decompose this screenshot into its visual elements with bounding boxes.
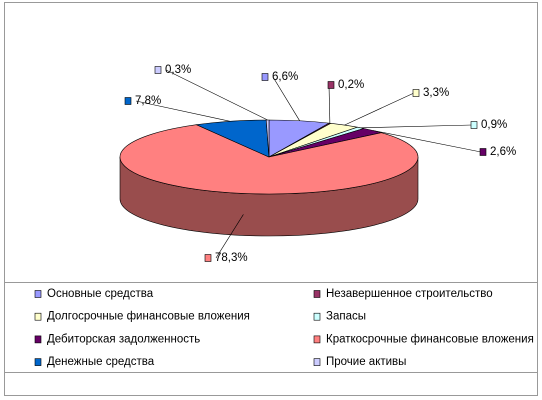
legend-label: Денежные средства [47, 356, 155, 368]
legend-label: Основные средства [47, 288, 154, 300]
leader-line [328, 84, 331, 124]
label-swatch [327, 81, 335, 89]
label-swatch [261, 73, 269, 81]
data-label: 0,3% [165, 64, 191, 76]
leader-line [272, 76, 300, 121]
legend-swatch [34, 290, 42, 298]
legend-swatch [313, 358, 321, 366]
legend-label: Долгосрочные финансовые вложения [47, 311, 250, 323]
legend-swatch [313, 290, 321, 298]
label-swatch [470, 121, 478, 129]
pie-slice [265, 119, 270, 158]
legend-swatch [34, 358, 42, 366]
label-swatch [124, 97, 132, 105]
data-label: 6,6% [272, 71, 298, 83]
leader-line [135, 100, 231, 122]
leader-line [360, 124, 473, 129]
leader-line [372, 130, 482, 153]
legend-swatch [34, 312, 42, 321]
data-label: 2,6% [490, 146, 516, 158]
data-label: 0,2% [338, 79, 364, 91]
leader-line [165, 69, 268, 121]
label-swatch [204, 254, 212, 262]
label-swatch [154, 66, 162, 74]
data-label: 0,9% [481, 119, 507, 131]
legend-swatch [34, 335, 42, 344]
label-swatch [412, 89, 420, 97]
leader-line [215, 214, 244, 259]
label-swatch [479, 148, 487, 156]
legend-label: Прочие активы [326, 356, 406, 368]
legend-swatch [313, 312, 321, 321]
pie-slice [119, 124, 419, 195]
leader-line [344, 92, 415, 126]
data-label: 78,3% [215, 252, 248, 264]
data-label: 7,8% [135, 95, 161, 107]
legend-label: Дебиторская задолженность [47, 333, 200, 345]
legend-label: Краткосрочные финансовые вложения [326, 333, 534, 345]
legend-label: Незавершенное строительство [326, 288, 493, 300]
legend-label: Запасы [326, 311, 366, 323]
legend-swatch [313, 335, 321, 344]
data-label: 3,3% [423, 87, 449, 99]
